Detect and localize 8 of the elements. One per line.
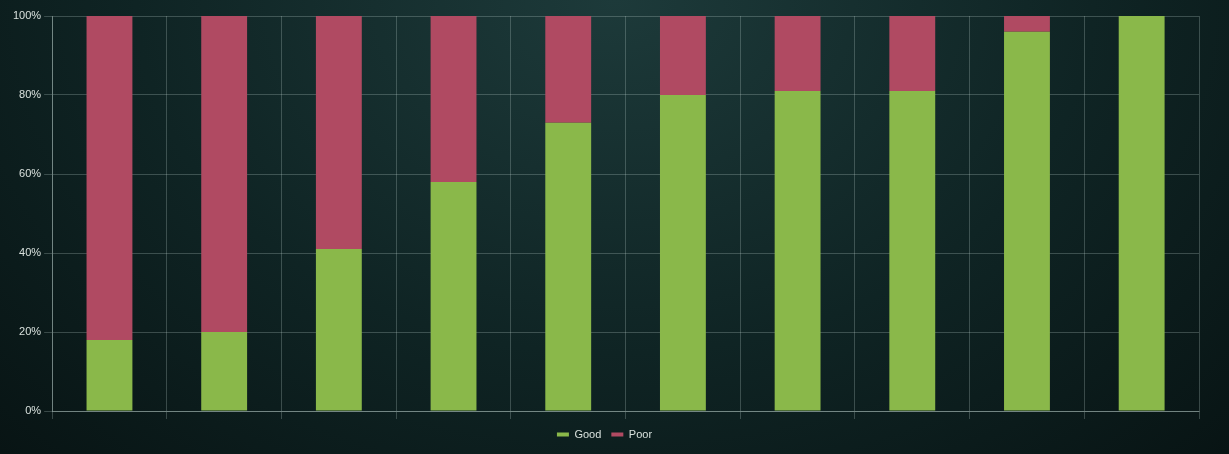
legend-label: Good <box>574 427 602 440</box>
y-tick-label: 20% <box>19 325 42 338</box>
y-tick-label: 40% <box>19 246 42 259</box>
y-tick-label: 100% <box>12 9 42 22</box>
y-tick-label: 60% <box>19 167 42 180</box>
legend-label: Poor <box>628 427 653 440</box>
y-tick-label: 80% <box>19 88 42 101</box>
y-tick-label: 0% <box>25 404 42 417</box>
